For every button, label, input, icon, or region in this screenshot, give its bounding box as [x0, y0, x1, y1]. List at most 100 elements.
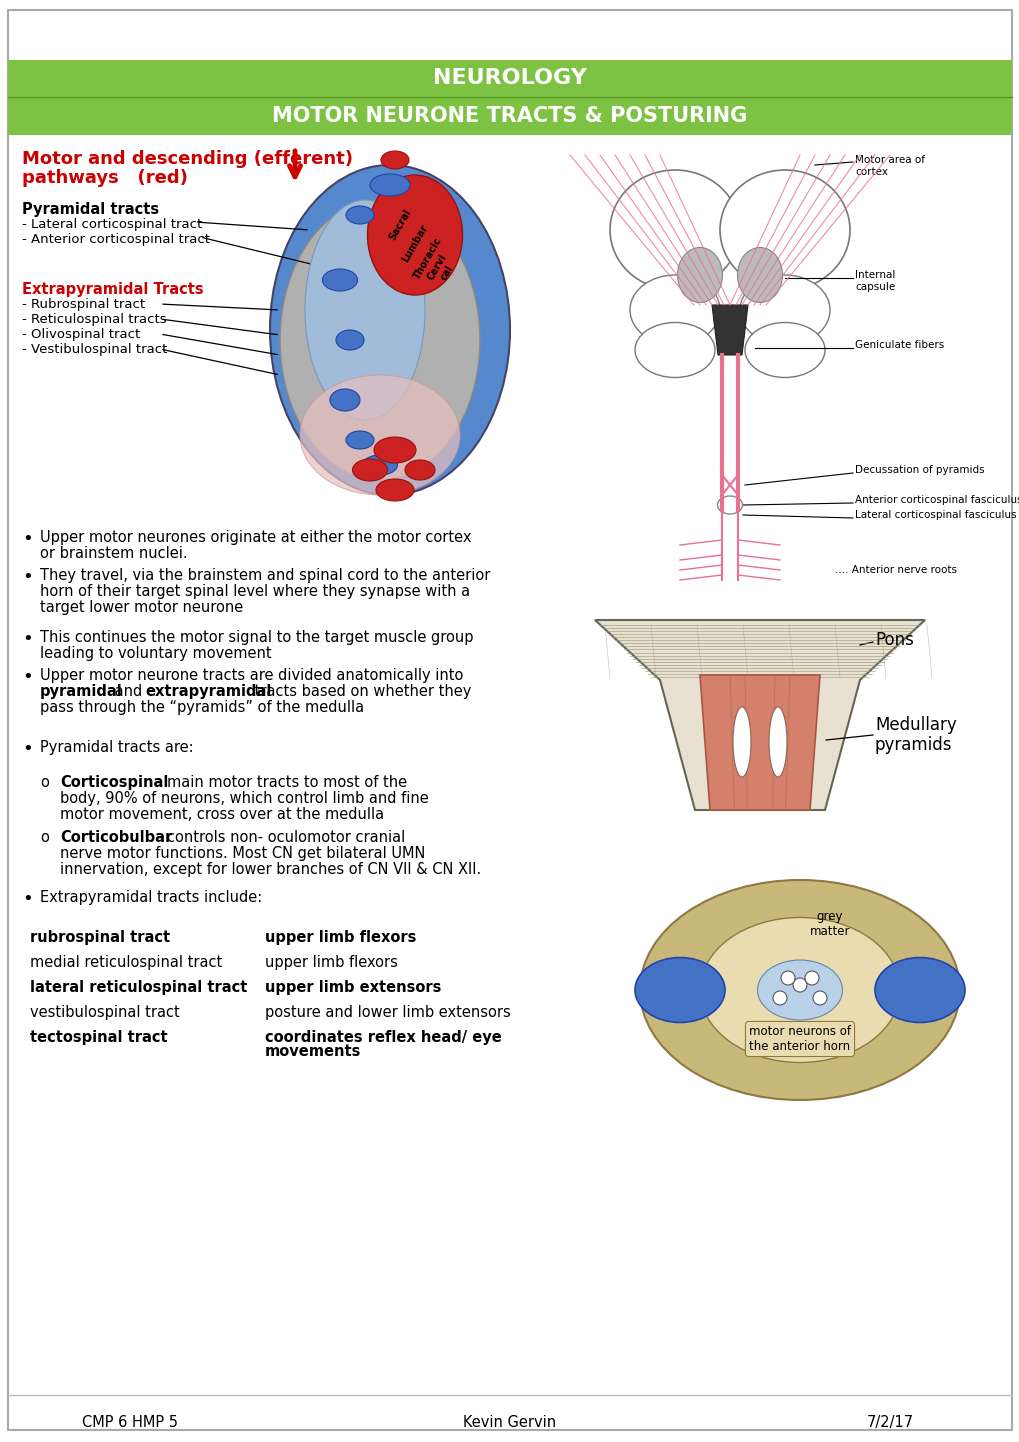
Ellipse shape [353, 459, 387, 482]
Text: •: • [22, 568, 33, 585]
Text: innervation, except for lower branches of CN VII & CN XII.: innervation, except for lower branches o… [60, 862, 481, 877]
Text: extrapyramidal: extrapyramidal [145, 684, 271, 699]
Text: - Rubrospinal tract: - Rubrospinal tract [22, 298, 145, 311]
Ellipse shape [322, 270, 357, 291]
Text: They travel, via the brainstem and spinal cord to the anterior: They travel, via the brainstem and spina… [40, 568, 490, 583]
Text: body, 90% of neurons, which control limb and fine: body, 90% of neurons, which control limb… [60, 792, 428, 806]
Ellipse shape [300, 375, 460, 495]
Text: CMP 6 HMP 5: CMP 6 HMP 5 [82, 1415, 178, 1430]
Text: Anterior corticospinal fasciculus: Anterior corticospinal fasciculus [854, 495, 1019, 505]
Text: This continues the motor signal to the target muscle group: This continues the motor signal to the t… [40, 630, 473, 645]
Circle shape [781, 970, 794, 985]
Text: Corticospinal: Corticospinal [60, 774, 168, 790]
Text: •: • [22, 890, 33, 908]
Text: •: • [22, 531, 33, 548]
Ellipse shape [630, 275, 719, 345]
Text: •: • [22, 630, 33, 647]
Polygon shape [594, 620, 924, 810]
Text: Cervi
cal: Cervi cal [425, 252, 459, 288]
Bar [8, 97, 1011, 136]
Text: pyramidal: pyramidal [40, 684, 122, 699]
Text: Motor and descending (efferent): Motor and descending (efferent) [22, 150, 353, 169]
Text: Medullary
pyramids: Medullary pyramids [874, 715, 956, 754]
Ellipse shape [737, 248, 782, 303]
Text: Pyramidal tracts are:: Pyramidal tracts are: [40, 740, 194, 756]
Text: o: o [40, 774, 49, 790]
Text: •: • [22, 668, 33, 686]
Text: MOTOR NEURONE TRACTS & POSTURING: MOTOR NEURONE TRACTS & POSTURING [272, 107, 747, 125]
Text: Kevin Gervin: Kevin Gervin [463, 1415, 556, 1430]
Bar [8, 61, 1011, 97]
Text: grey
matter: grey matter [809, 910, 850, 937]
Text: Pons: Pons [874, 632, 913, 649]
Circle shape [772, 991, 787, 1005]
Text: vestibulospinal tract: vestibulospinal tract [30, 1005, 179, 1019]
Text: pathways   (red): pathways (red) [22, 169, 187, 187]
Text: - controls non- oculomotor cranial: - controls non- oculomotor cranial [157, 831, 405, 845]
Ellipse shape [405, 460, 434, 480]
Text: - Anterior corticospinal tract: - Anterior corticospinal tract [22, 234, 210, 247]
Text: leading to voluntary movement: leading to voluntary movement [40, 646, 271, 660]
Text: target lower motor neurone: target lower motor neurone [40, 600, 243, 614]
Text: o: o [40, 831, 49, 845]
Text: Extrapyramidal tracts include:: Extrapyramidal tracts include: [40, 890, 262, 906]
Text: and: and [110, 684, 147, 699]
Text: - Olivospinal tract: - Olivospinal tract [22, 327, 141, 340]
Ellipse shape [635, 957, 725, 1022]
Text: Sacral: Sacral [387, 208, 413, 242]
Text: Thoracic: Thoracic [412, 235, 443, 281]
Ellipse shape [639, 880, 959, 1100]
Text: horn of their target spinal level where they synapse with a: horn of their target spinal level where … [40, 584, 470, 598]
Ellipse shape [739, 275, 829, 345]
Text: movements: movements [265, 1044, 361, 1058]
Ellipse shape [716, 496, 742, 513]
Ellipse shape [381, 151, 409, 169]
Text: Lateral corticospinal fasciculus: Lateral corticospinal fasciculus [854, 510, 1016, 521]
Ellipse shape [335, 330, 364, 350]
Ellipse shape [699, 917, 899, 1063]
Text: Motor area of
cortex: Motor area of cortex [854, 154, 924, 176]
Ellipse shape [609, 170, 739, 290]
Ellipse shape [874, 957, 964, 1022]
Ellipse shape [635, 323, 714, 378]
Text: pass through the “pyramids” of the medulla: pass through the “pyramids” of the medul… [40, 699, 364, 715]
Text: posture and lower limb extensors: posture and lower limb extensors [265, 1005, 511, 1019]
Ellipse shape [719, 170, 849, 290]
Text: - Vestibulospinal tract: - Vestibulospinal tract [22, 343, 167, 356]
Circle shape [804, 970, 818, 985]
Ellipse shape [768, 707, 787, 777]
Text: upper limb flexors: upper limb flexors [265, 955, 397, 970]
Text: Corticobulbar: Corticobulbar [60, 831, 172, 845]
Text: NEUROLOGY: NEUROLOGY [433, 68, 586, 88]
Ellipse shape [757, 960, 842, 1019]
Ellipse shape [677, 248, 721, 303]
Circle shape [812, 991, 826, 1005]
Text: tracts based on whether they: tracts based on whether they [250, 684, 471, 699]
Text: .... Anterior nerve roots: .... Anterior nerve roots [835, 565, 956, 575]
Ellipse shape [362, 456, 397, 474]
Text: rubrospinal tract: rubrospinal tract [30, 930, 170, 945]
Text: medial reticulospinal tract: medial reticulospinal tract [30, 955, 222, 970]
Ellipse shape [374, 437, 416, 463]
Ellipse shape [744, 323, 824, 378]
Polygon shape [711, 306, 747, 355]
Ellipse shape [305, 200, 425, 420]
Ellipse shape [376, 479, 414, 500]
Circle shape [792, 978, 806, 992]
Text: Upper motor neurones originate at either the motor cortex: Upper motor neurones originate at either… [40, 531, 471, 545]
Text: 7/2/17: 7/2/17 [865, 1415, 913, 1430]
Ellipse shape [367, 174, 462, 296]
Text: - main motor tracts to most of the: - main motor tracts to most of the [157, 774, 407, 790]
Text: Internal
capsule: Internal capsule [854, 270, 895, 291]
Text: - Lateral corticospinal tract: - Lateral corticospinal tract [22, 218, 202, 231]
Text: upper limb flexors: upper limb flexors [265, 930, 416, 945]
Text: motor neurons of
the anterior horn: motor neurons of the anterior horn [748, 1025, 850, 1053]
Text: tectospinal tract: tectospinal tract [30, 1030, 167, 1045]
Text: nerve motor functions. Most CN get bilateral UMN: nerve motor functions. Most CN get bilat… [60, 846, 425, 861]
Polygon shape [699, 675, 819, 810]
Text: Extrapyramidal Tracts: Extrapyramidal Tracts [22, 283, 204, 297]
Text: or brainstem nuclei.: or brainstem nuclei. [40, 547, 187, 561]
Ellipse shape [345, 206, 374, 224]
Text: lateral reticulospinal tract: lateral reticulospinal tract [30, 981, 248, 995]
Ellipse shape [345, 431, 374, 448]
